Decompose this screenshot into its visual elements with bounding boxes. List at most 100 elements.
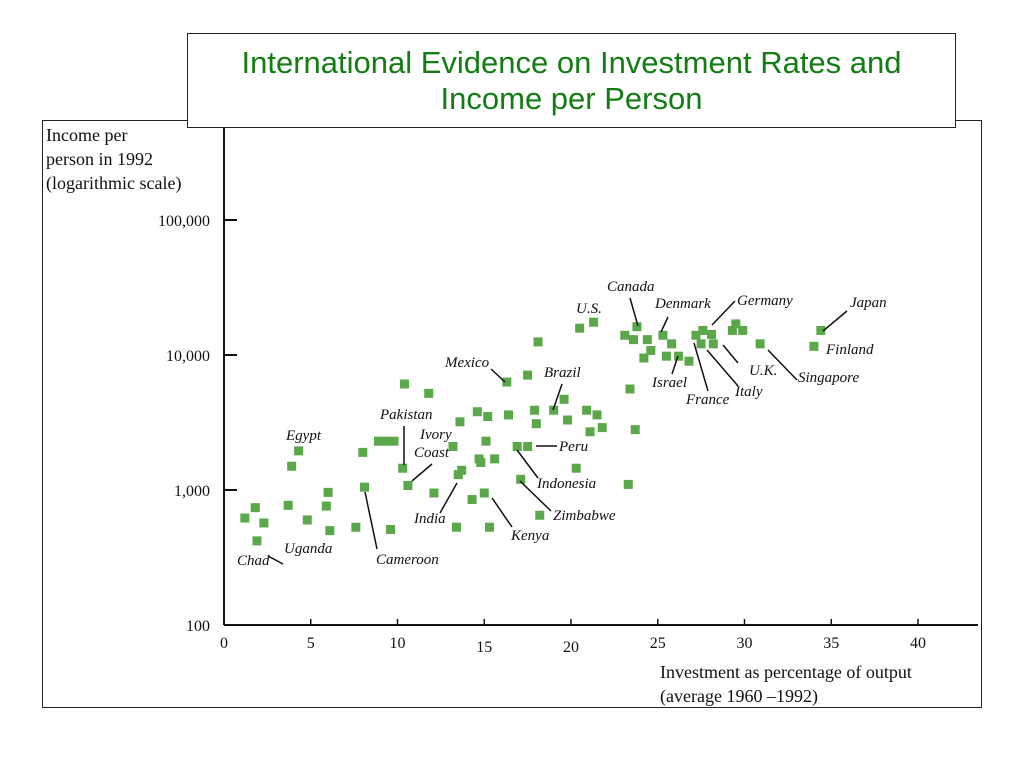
- annotation-label: Germany: [737, 293, 793, 309]
- x-tick-label: 0: [220, 635, 228, 652]
- data-point: [523, 370, 533, 380]
- x-tick-label: 35: [823, 635, 839, 652]
- y-tick-label: 10,000: [166, 348, 210, 365]
- annotation-label: Kenya: [510, 528, 549, 544]
- data-point: [380, 436, 390, 446]
- annotation-label: Ivory Coast: [414, 427, 452, 461]
- annotation-leader-line: [671, 355, 679, 375]
- data-point: [302, 515, 312, 525]
- data-point: [490, 454, 500, 464]
- annotation-label: Zimbabwe: [553, 508, 616, 524]
- data-point: [389, 436, 399, 446]
- data-point: [575, 323, 585, 333]
- data-point: [512, 442, 522, 452]
- data-point: [592, 410, 602, 420]
- annotation-leader-line: [364, 491, 378, 550]
- data-point: [582, 405, 592, 415]
- data-point: [674, 351, 684, 361]
- data-point: [731, 319, 741, 329]
- data-point: [535, 510, 545, 520]
- data-point: [597, 423, 607, 433]
- data-point: [252, 536, 262, 546]
- data-point: [386, 524, 396, 534]
- annotation-leader-line: [693, 342, 709, 392]
- x-tick-label: 5: [307, 635, 315, 652]
- data-point: [738, 325, 748, 335]
- annotation-label: Japan: [850, 295, 887, 311]
- annotation-label: France: [685, 392, 730, 408]
- annotation-leader-line: [411, 463, 433, 482]
- data-point: [623, 479, 633, 489]
- y-tick-label: 100: [186, 618, 210, 635]
- annotation-leader-line: [711, 300, 736, 326]
- data-point: [628, 335, 638, 345]
- y-axis-label-line-1: Income per: [46, 125, 128, 145]
- data-point: [483, 412, 493, 422]
- data-point: [472, 407, 482, 417]
- data-point: [563, 415, 573, 425]
- data-point: [403, 480, 413, 490]
- annotation-leader-line: [439, 482, 458, 514]
- data-point: [632, 322, 642, 332]
- data-point: [571, 463, 581, 473]
- annotation-leader-line: [722, 344, 739, 364]
- data-point: [424, 388, 434, 398]
- annotation-leader-line: [822, 310, 848, 332]
- data-point: [250, 503, 260, 513]
- annotation-leader-line: [516, 449, 539, 479]
- data-point: [707, 329, 717, 339]
- data-point: [504, 410, 514, 420]
- annotation-label: India: [413, 511, 446, 527]
- data-point: [755, 339, 765, 349]
- annotation-label: Finland: [825, 342, 874, 358]
- data-point: [530, 405, 540, 415]
- annotation-leader-line: [490, 368, 506, 383]
- data-point: [455, 417, 465, 427]
- y-tick-label: 1,000: [174, 483, 210, 500]
- x-axis-label-line-2: (average 1960 –1992): [660, 686, 818, 706]
- data-point: [639, 353, 649, 363]
- annotation-label: Canada: [607, 279, 655, 295]
- data-point: [658, 330, 668, 340]
- annotation-label: Israel: [651, 375, 687, 391]
- data-point: [476, 457, 486, 467]
- data-point: [325, 526, 335, 536]
- annotation-leader-line: [767, 349, 798, 381]
- annotation-leader-line: [629, 297, 639, 327]
- x-tick-label: 15: [476, 639, 492, 656]
- annotation-label: Peru: [558, 439, 588, 455]
- data-point: [321, 501, 331, 511]
- annotation-label: Mexico: [444, 355, 490, 371]
- data-point: [287, 461, 297, 471]
- data-point: [559, 394, 569, 404]
- annotation-leader-line: [660, 316, 669, 333]
- data-point: [399, 379, 409, 389]
- data-point: [691, 330, 701, 340]
- data-point: [708, 339, 718, 349]
- x-axis-label-line-1: Investment as percentage of output: [660, 662, 912, 682]
- annotation-leader-line: [706, 349, 739, 387]
- annotation-label: U.S.: [576, 301, 602, 317]
- data-point: [661, 351, 671, 361]
- annotation-leader-line: [491, 497, 513, 528]
- chart-title-line-1: International Evidence on Investment Rat…: [241, 44, 902, 80]
- data-point: [585, 427, 595, 437]
- data-point: [625, 384, 635, 394]
- annotation-leader-line: [267, 555, 284, 565]
- data-point: [809, 341, 819, 351]
- data-point: [467, 495, 477, 505]
- data-point: [457, 465, 467, 475]
- annotation-label: Denmark: [654, 296, 711, 312]
- data-point: [523, 442, 533, 452]
- data-point: [620, 330, 630, 340]
- data-point: [696, 339, 706, 349]
- y-tick-label: 100,000: [158, 213, 210, 230]
- data-point: [283, 500, 293, 510]
- data-point: [294, 446, 304, 456]
- x-tick-label: 25: [650, 635, 666, 652]
- data-point: [502, 377, 512, 387]
- data-point: [698, 325, 708, 335]
- data-point: [373, 436, 383, 446]
- x-tick-label: 20: [563, 639, 579, 656]
